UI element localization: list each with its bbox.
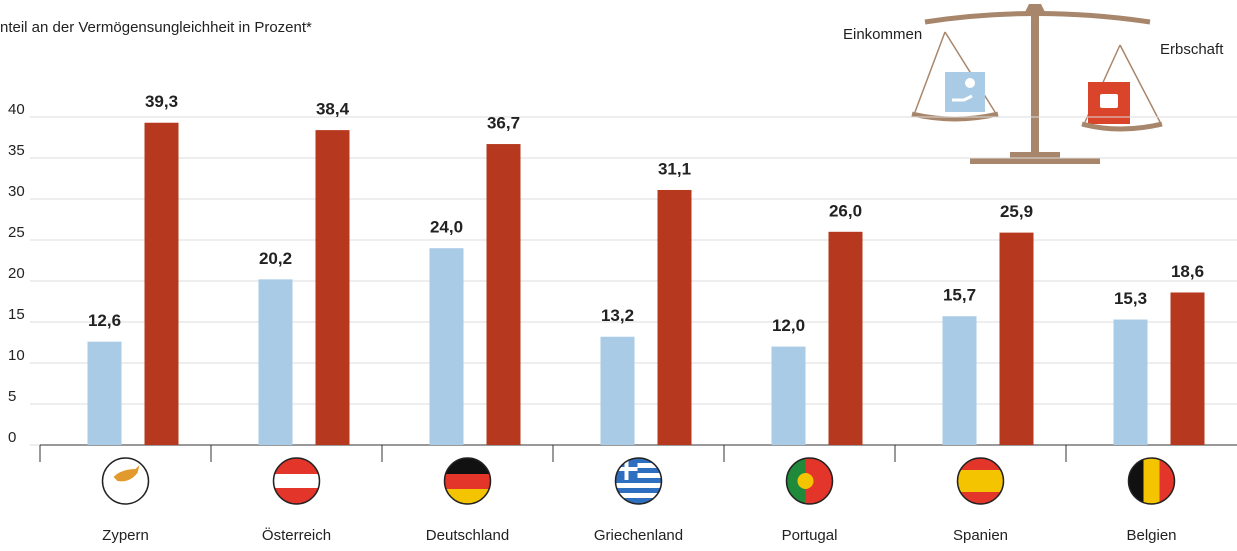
flag-body bbox=[273, 458, 320, 504]
flag-icon bbox=[614, 457, 663, 505]
flag bbox=[102, 458, 149, 504]
flag bbox=[615, 463, 662, 468]
y-tick-label: 20 bbox=[8, 265, 25, 282]
flag bbox=[615, 467, 638, 471]
value-label: 38,4 bbox=[316, 100, 350, 119]
flag-border bbox=[614, 457, 663, 505]
bar bbox=[144, 122, 179, 446]
flag-body bbox=[786, 458, 833, 504]
legend-label: Einkommen bbox=[843, 26, 922, 43]
value-label: 36,7 bbox=[487, 114, 520, 133]
flag bbox=[444, 474, 491, 489]
bar bbox=[486, 144, 521, 445]
bar bbox=[1170, 292, 1205, 445]
value-label: 39,3 bbox=[145, 92, 178, 111]
x-tick-label: Griechenland bbox=[594, 527, 683, 544]
flag bbox=[444, 458, 491, 474]
bar bbox=[258, 279, 293, 445]
y-tick-label: 0 bbox=[8, 429, 16, 446]
value-label: 13,2 bbox=[601, 306, 634, 325]
y-tick-label: 25 bbox=[8, 224, 25, 241]
flag-body bbox=[615, 458, 662, 504]
flag bbox=[797, 473, 814, 489]
flag-body bbox=[102, 458, 149, 504]
value-label: 12,6 bbox=[88, 311, 121, 330]
flag-icon bbox=[101, 457, 150, 505]
value-label: 31,1 bbox=[658, 159, 691, 178]
x-tick-label: Belgien bbox=[1126, 527, 1176, 544]
y-tick-label: 15 bbox=[8, 306, 25, 323]
flag bbox=[113, 465, 140, 482]
flag bbox=[273, 474, 320, 488]
bar bbox=[828, 231, 863, 445]
flag-border bbox=[443, 457, 492, 505]
bar bbox=[942, 316, 977, 445]
flag bbox=[957, 470, 1004, 492]
x-tick-label: Deutschland bbox=[426, 527, 509, 544]
chart-title: nteil an der Vermögensungleichheit in Pr… bbox=[0, 19, 312, 36]
flag-icon bbox=[956, 457, 1005, 505]
flag bbox=[1143, 458, 1160, 504]
legend-scale bbox=[911, 4, 1163, 164]
flag bbox=[786, 458, 806, 504]
flag bbox=[615, 473, 662, 478]
y-tick-label: 40 bbox=[8, 101, 25, 118]
legend-label: Erbschaft bbox=[1160, 41, 1224, 58]
value-label: 20,2 bbox=[259, 249, 292, 268]
y-tick-label: 5 bbox=[8, 388, 16, 405]
bar bbox=[771, 346, 806, 445]
bar bbox=[999, 232, 1034, 445]
flag-border bbox=[1127, 457, 1176, 505]
flag-icon bbox=[443, 457, 492, 505]
x-tick-label: Spanien bbox=[953, 527, 1008, 544]
value-label: 25,9 bbox=[1000, 202, 1033, 221]
bar bbox=[315, 130, 350, 445]
bar bbox=[87, 341, 122, 445]
flag bbox=[615, 483, 662, 488]
x-tick-label: Österreich bbox=[262, 526, 331, 544]
bar bbox=[600, 336, 635, 445]
flag-body bbox=[957, 458, 1004, 504]
flag bbox=[615, 493, 662, 498]
flag-icon bbox=[272, 457, 321, 505]
bar bbox=[1113, 319, 1148, 445]
bar bbox=[657, 189, 692, 445]
flag-border bbox=[956, 457, 1005, 505]
y-tick-label: 35 bbox=[8, 142, 25, 159]
value-label: 15,7 bbox=[943, 286, 976, 305]
value-label: 12,0 bbox=[772, 316, 805, 335]
y-tick-label: 10 bbox=[8, 347, 25, 364]
bar bbox=[429, 248, 464, 445]
value-label: 15,3 bbox=[1114, 289, 1147, 308]
value-label: 18,6 bbox=[1171, 262, 1204, 281]
value-label: 24,0 bbox=[430, 218, 463, 237]
y-tick-label: 30 bbox=[8, 183, 25, 200]
x-tick-label: Zypern bbox=[102, 527, 149, 544]
value-label: 26,0 bbox=[829, 201, 862, 220]
flag-border bbox=[785, 457, 834, 505]
flag-border bbox=[101, 457, 150, 505]
flag-icon bbox=[785, 457, 834, 505]
flag-border bbox=[272, 457, 321, 505]
x-tick-label: Portugal bbox=[782, 527, 838, 544]
flag-icon bbox=[1127, 457, 1176, 505]
